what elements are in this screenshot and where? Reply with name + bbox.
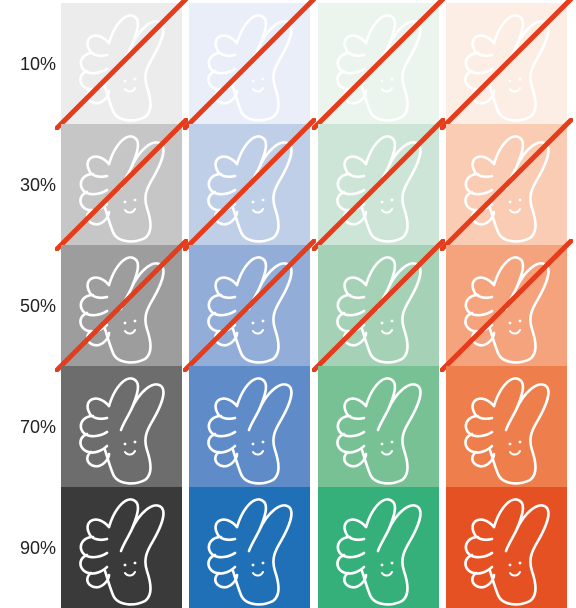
strike-through-mark (55, 118, 188, 251)
row-label-10pct: 10% (19, 53, 56, 74)
swatch-orange-70pct (446, 366, 567, 487)
thumbs-up-hand-icon (464, 498, 550, 606)
strike-through-mark (183, 0, 316, 130)
rejected-swatch-overlay (440, 239, 573, 372)
thumbs-up-hand-icon (207, 377, 293, 485)
thumbs-up-hand-icon (79, 498, 165, 606)
thumbs-up-hand-icon (464, 377, 550, 485)
swatch-gray-70pct (61, 366, 182, 487)
swatch-blue-90pct (189, 487, 310, 608)
strike-through-mark (312, 239, 445, 372)
strike-through-mark (440, 0, 573, 130)
rejected-swatch-overlay (312, 118, 445, 251)
strike-through-mark (312, 118, 445, 251)
rejected-swatch-overlay (55, 239, 188, 372)
row-label-70pct: 70% (19, 416, 56, 437)
thumbs-up-hand-icon (79, 377, 165, 485)
thumbs-up-hand-icon (207, 498, 293, 606)
rejected-swatch-overlay (312, 0, 445, 130)
swatch-green-70pct (318, 366, 439, 487)
row-label-30pct: 30% (19, 174, 56, 195)
strike-through-mark (440, 118, 573, 251)
row-label-50pct: 50% (19, 295, 56, 316)
row-label-90pct: 90% (19, 537, 56, 558)
strike-through-mark (440, 239, 573, 372)
strike-through-mark (183, 239, 316, 372)
strike-through-mark (55, 239, 188, 372)
rejected-swatch-overlay (55, 118, 188, 251)
swatch-green-90pct (318, 487, 439, 608)
rejected-swatch-overlay (55, 0, 188, 130)
thumbs-up-hand-icon (336, 377, 422, 485)
swatch-orange-90pct (446, 487, 567, 608)
strike-through-mark (312, 0, 445, 130)
swatch-gray-90pct (61, 487, 182, 608)
strike-through-mark (55, 0, 188, 130)
rejected-swatch-overlay (440, 0, 573, 130)
rejected-swatch-overlay (440, 118, 573, 251)
rejected-swatch-overlay (183, 0, 316, 130)
thumbs-up-hand-icon (336, 498, 422, 606)
rejected-swatch-overlay (312, 239, 445, 372)
strike-through-mark (183, 118, 316, 251)
swatch-blue-70pct (189, 366, 310, 487)
rejected-swatch-overlay (183, 239, 316, 372)
rejected-swatch-overlay (183, 118, 316, 251)
